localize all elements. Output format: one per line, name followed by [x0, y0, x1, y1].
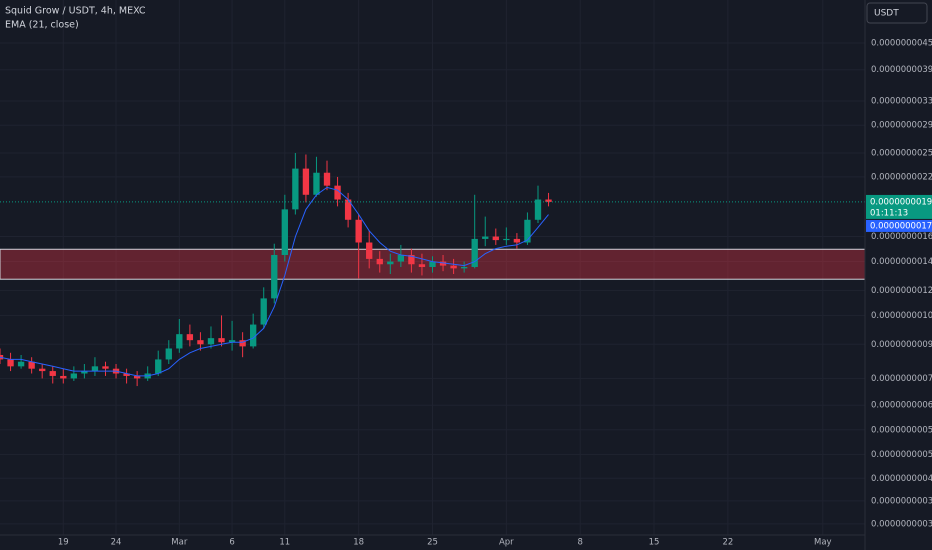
- x-tick-label: 15: [649, 538, 660, 548]
- y-tick-label: 0.0000000012000: [871, 286, 932, 296]
- y-tick-label: 0.0000000016000: [871, 232, 932, 242]
- x-tick-label: 22: [722, 538, 733, 548]
- last-price-box: [866, 194, 932, 219]
- x-tick-label: 6: [229, 538, 234, 548]
- candle-body: [471, 238, 478, 267]
- y-tick-label: 0.0000000009000: [871, 340, 932, 350]
- candle-body: [123, 373, 130, 376]
- ema-price-label: 0.0000000017991: [870, 221, 932, 231]
- candle-body: [207, 338, 215, 345]
- candle-body: [17, 361, 25, 367]
- candle-body: [271, 254, 278, 299]
- candle-body: [534, 199, 542, 220]
- candle-body: [91, 366, 99, 372]
- x-tick-label: 8: [577, 538, 582, 548]
- y-tick-label: 0.0000000010500: [871, 311, 932, 321]
- x-tick-label: May: [814, 538, 832, 548]
- plot-area: [0, 0, 866, 535]
- candle-body: [439, 261, 447, 266]
- candle-body: [165, 348, 172, 360]
- candle-body: [7, 359, 14, 367]
- y-tick-label: 0.0000000007500: [871, 374, 932, 384]
- last-price-label: 0.0000000019250: [870, 197, 932, 207]
- candle-body: [323, 172, 331, 186]
- candle-body: [250, 324, 257, 347]
- candle-body: [302, 168, 310, 195]
- candle-body: [344, 199, 352, 220]
- candle-body: [482, 236, 489, 239]
- candle-body: [39, 368, 46, 372]
- x-tick-label: Mar: [171, 538, 188, 548]
- x-tick-label: 18: [353, 538, 364, 548]
- currency-button[interactable]: [866, 2, 928, 24]
- candle-body: [492, 236, 499, 241]
- y-tick-label: 0.0000000045000: [871, 38, 932, 48]
- candle-body: [397, 254, 405, 262]
- candle-body: [313, 172, 320, 195]
- candle-body: [176, 334, 183, 349]
- y-tick-label: 0.0000000004400: [871, 474, 932, 484]
- candle-body: [292, 168, 299, 210]
- candle-body: [460, 266, 468, 269]
- candle-body: [524, 219, 531, 243]
- y-tick-label: 0.0000000025000: [871, 148, 932, 158]
- y-tick-label: 0.0000000005000: [871, 450, 932, 460]
- candle-body: [133, 375, 141, 379]
- currency-label[interactable]: USDT: [874, 9, 899, 19]
- candle-body: [355, 219, 362, 243]
- y-tick-label: 0.0000000014000: [871, 257, 932, 267]
- indicator-name: EMA (21, close): [5, 20, 79, 31]
- candle-body: [28, 361, 35, 369]
- candle-body: [366, 242, 373, 259]
- candle-body: [186, 334, 194, 341]
- candle-body: [60, 375, 67, 379]
- x-tick-label: 11: [279, 538, 290, 548]
- candle-body: [239, 340, 246, 347]
- candle-body: [450, 265, 457, 269]
- candle-body: [503, 238, 510, 241]
- y-tick-label: 0.0000000006500: [871, 401, 932, 411]
- candle-body: [155, 359, 162, 374]
- x-tick-label: Apr: [499, 538, 514, 548]
- ema-price-box: [866, 219, 932, 232]
- chart-title: Squid Grow / USDT, 4h, MEXC: [5, 6, 146, 17]
- y-tick-label: 0.0000000005700: [871, 425, 932, 435]
- candle-body: [334, 185, 341, 200]
- x-tick-label: 25: [427, 538, 438, 548]
- y-tick-label: 0.0000000003900: [871, 496, 932, 506]
- candle-body: [429, 261, 436, 267]
- y-tick-label: 0.0000000039000: [871, 65, 932, 75]
- candle-body: [418, 264, 426, 267]
- candle-body: [281, 209, 288, 255]
- candle-body: [49, 371, 56, 376]
- candle-body: [228, 340, 236, 343]
- y-tick-label: 0.0000000029000: [871, 121, 932, 131]
- candle-body: [260, 298, 267, 325]
- y-tick-label: 0.0000000022000: [871, 172, 932, 182]
- y-tick-label: 0.0000000003450: [871, 519, 932, 529]
- x-tick-label: 19: [58, 538, 69, 548]
- y-tick-label: 0.0000000033000: [871, 97, 932, 107]
- candle-body: [513, 238, 521, 243]
- ema-line: [0, 186, 549, 377]
- countdown-label: 01:11:13: [870, 208, 908, 218]
- x-tick-label: 24: [111, 538, 122, 548]
- candle-body: [545, 199, 552, 202]
- candle-body: [102, 366, 109, 369]
- candle-body: [387, 261, 394, 265]
- candle-body: [376, 258, 383, 265]
- candle-body: [218, 338, 225, 343]
- candle-body: [197, 340, 204, 345]
- candle-body: [408, 254, 415, 265]
- candle-body: [81, 371, 88, 374]
- candle-body: [70, 373, 78, 379]
